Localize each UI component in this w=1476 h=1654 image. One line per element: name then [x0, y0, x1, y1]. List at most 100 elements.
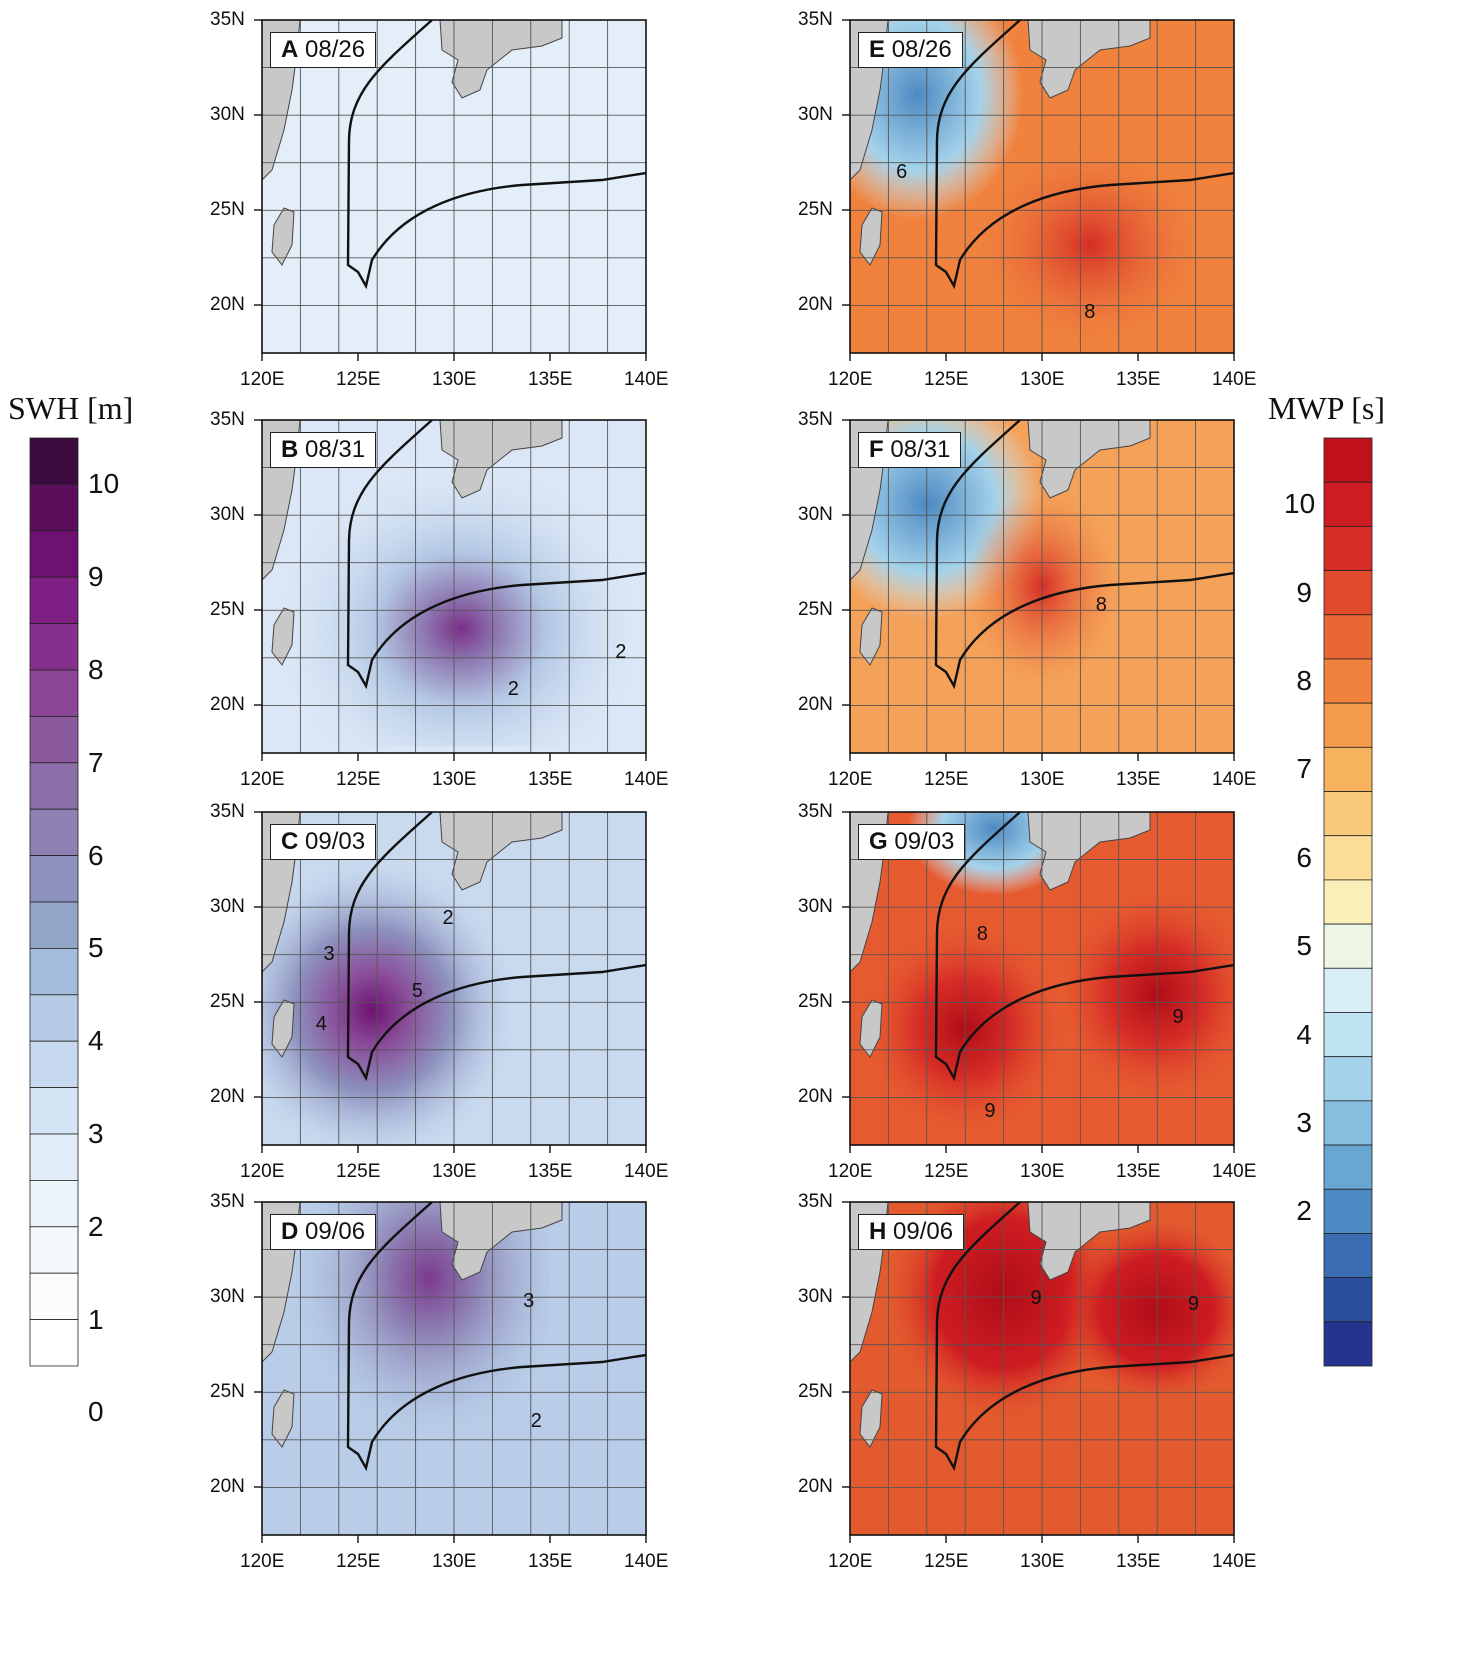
lon-tick-label: 135E — [528, 1551, 573, 1572]
lon-tick-label: 135E — [528, 769, 573, 790]
panel-date: 09/03 — [305, 828, 366, 855]
lat-tick-label: 35N — [798, 9, 833, 30]
land-japan — [439, 1202, 563, 1281]
lat-tick-label: 30N — [798, 896, 833, 917]
lat-tick-label: 20N — [210, 294, 245, 315]
lon-tick-label: 135E — [1116, 769, 1161, 790]
swh-tick-label: 3 — [88, 1118, 104, 1149]
lon-tick-label: 135E — [1116, 1551, 1161, 1572]
contour-label: 8 — [1095, 594, 1107, 617]
land-taiwan — [859, 1389, 883, 1448]
land-japan — [1027, 20, 1151, 99]
lat-tick-label: 20N — [798, 694, 833, 715]
mwp-tick-label: 9 — [1296, 576, 1312, 608]
lon-tick-label: 130E — [1020, 769, 1065, 790]
lon-tick-label: 130E — [432, 369, 477, 390]
panel-date: 09/06 — [893, 1218, 954, 1245]
lat-tick-label: 30N — [798, 504, 833, 525]
lon-tick-label: 120E — [240, 1551, 285, 1572]
kuroshio-path — [346, 420, 646, 690]
lon-tick-label: 125E — [924, 1161, 969, 1182]
contour-label: 6 — [896, 161, 908, 184]
lon-tick-label: 125E — [924, 1551, 969, 1572]
lon-tick-label: 125E — [924, 769, 969, 790]
lat-tick-label: 35N — [210, 409, 245, 430]
panel-label: A 08/26 — [270, 32, 377, 68]
lon-tick-label: 125E — [336, 1161, 381, 1182]
mwp-tick-label: 8 — [1296, 665, 1312, 697]
lat-tick-label: 30N — [210, 504, 245, 525]
contour-label: 8 — [976, 923, 988, 946]
panel-label: F 08/31 — [858, 432, 962, 468]
panel-g — [842, 811, 1235, 1153]
lat-tick-label: 30N — [210, 1286, 245, 1307]
panel-label: H 09/06 — [858, 1214, 965, 1250]
lon-tick-label: 135E — [528, 1161, 573, 1182]
lat-tick-label: 25N — [798, 199, 833, 220]
kuroshio-path — [346, 20, 646, 290]
lat-tick-label: 35N — [210, 1191, 245, 1212]
contour-label: 2 — [507, 677, 519, 700]
swh-tick-label: 7 — [88, 746, 104, 778]
swh-tick-label: 8 — [88, 654, 104, 685]
kuroshio-path — [934, 420, 1234, 690]
lon-tick-label: 140E — [1212, 769, 1257, 790]
contour-label: 9 — [1030, 1286, 1042, 1309]
panel-letter: D — [281, 1218, 299, 1245]
kuroshio-path — [934, 20, 1234, 290]
mwp-tick-label: 10 — [1284, 488, 1316, 520]
lon-tick-label: 120E — [240, 769, 285, 790]
panel-date: 08/26 — [305, 36, 366, 63]
swh-tick-label: 10 — [88, 468, 120, 500]
lon-tick-label: 140E — [1212, 1551, 1257, 1572]
contour-label: 2 — [442, 906, 454, 929]
lon-tick-label: 135E — [1116, 1161, 1161, 1182]
land-japan — [439, 20, 563, 99]
swh-tick-label: 6 — [88, 839, 104, 871]
lon-tick-label: 140E — [1212, 1161, 1257, 1182]
lat-tick-label: 25N — [798, 1381, 833, 1402]
lat-tick-label: 30N — [210, 104, 245, 125]
lon-tick-label: 140E — [624, 1551, 669, 1572]
lon-tick-label: 130E — [432, 769, 477, 790]
swh-tick-label: 5 — [88, 932, 104, 964]
lat-tick-label: 35N — [798, 1191, 833, 1212]
panel-letter: G — [869, 828, 888, 855]
panel-date: 08/31 — [305, 436, 366, 463]
lon-tick-label: 125E — [924, 369, 969, 390]
lat-tick-label: 25N — [210, 599, 245, 620]
lat-tick-label: 25N — [798, 991, 833, 1012]
panel-label: B 08/31 — [270, 432, 377, 468]
land-japan — [439, 420, 563, 499]
panel-date: 09/03 — [894, 828, 955, 855]
land-japan — [1027, 420, 1151, 499]
panel-e — [842, 19, 1235, 361]
contour-label: 2 — [530, 1409, 542, 1432]
contour-label: 9 — [984, 1099, 996, 1122]
mwp-tick-label: 5 — [1296, 930, 1312, 962]
lat-tick-label: 35N — [210, 801, 245, 822]
kuroshio-path — [934, 812, 1234, 1082]
panel-label: E 08/26 — [858, 32, 963, 68]
lon-tick-label: 135E — [1116, 369, 1161, 390]
panel-letter: B — [281, 436, 299, 463]
panel-letter: F — [869, 436, 884, 463]
contour-label: 3 — [323, 943, 335, 966]
lon-tick-label: 140E — [624, 769, 669, 790]
panel-f — [842, 419, 1235, 761]
lon-tick-label: 120E — [828, 369, 873, 390]
lon-tick-label: 125E — [336, 769, 381, 790]
lat-tick-label: 20N — [210, 1476, 245, 1497]
lon-tick-label: 130E — [432, 1551, 477, 1572]
lat-tick-label: 25N — [210, 991, 245, 1012]
lon-tick-label: 120E — [828, 769, 873, 790]
panel-b — [254, 419, 647, 761]
swh-tick-label: 2 — [88, 1210, 104, 1242]
panel-d — [254, 1201, 647, 1543]
kuroshio-path — [346, 1202, 646, 1472]
lon-tick-label: 140E — [624, 369, 669, 390]
lon-tick-label: 120E — [240, 369, 285, 390]
land-taiwan — [859, 207, 883, 266]
lon-tick-label: 125E — [336, 1551, 381, 1572]
panel-label: G 09/03 — [858, 824, 966, 860]
